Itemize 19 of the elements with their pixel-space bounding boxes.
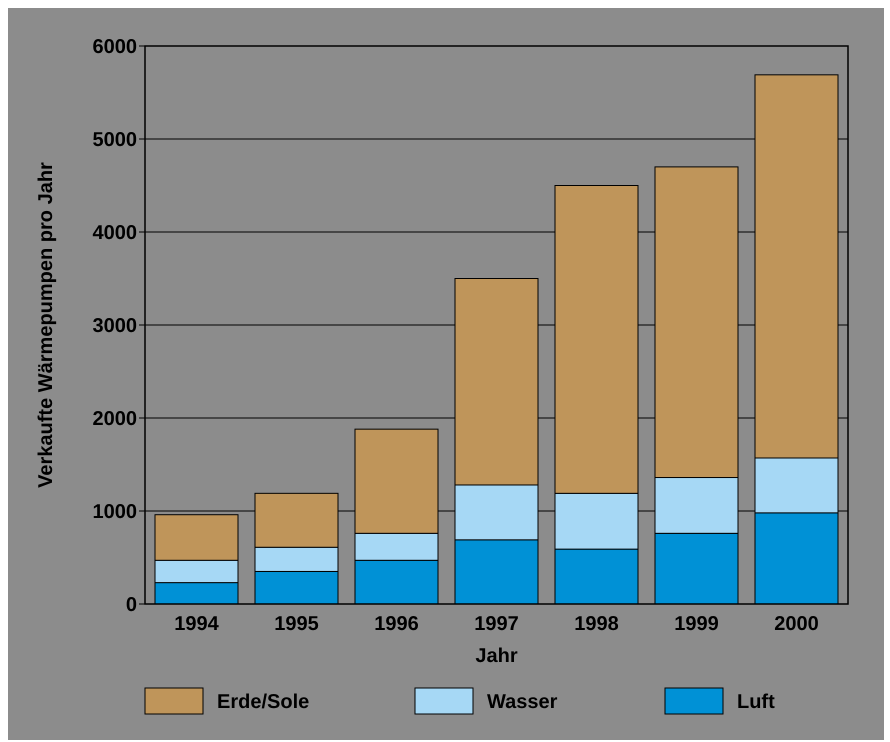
x-tick-label: 2000 xyxy=(774,613,819,635)
x-tick-label: 1999 xyxy=(674,613,719,635)
legend-label: Luft xyxy=(737,691,776,713)
x-tick-label: 1997 xyxy=(474,613,519,635)
x-tick-label: 1998 xyxy=(574,613,619,635)
y-tick-label: 3000 xyxy=(92,315,137,337)
y-tick-label: 6000 xyxy=(92,36,137,58)
y-axis-title: Verkaufte Wärmepumpen pro Jahr xyxy=(35,162,57,488)
x-tick-label: 1996 xyxy=(374,613,419,635)
x-tick-label: 1994 xyxy=(174,613,220,635)
y-tick-label: 0 xyxy=(126,594,137,616)
y-tick-label: 2000 xyxy=(92,408,137,430)
x-tick-label: 1995 xyxy=(274,613,319,635)
x-axis-title: Jahr xyxy=(475,645,518,667)
y-tick-label: 1000 xyxy=(92,501,137,523)
legend-label: Wasser xyxy=(487,691,558,713)
y-tick-label: 5000 xyxy=(92,129,137,151)
y-tick-label: 4000 xyxy=(92,222,137,244)
legend-label: Erde/Sole xyxy=(217,691,310,713)
